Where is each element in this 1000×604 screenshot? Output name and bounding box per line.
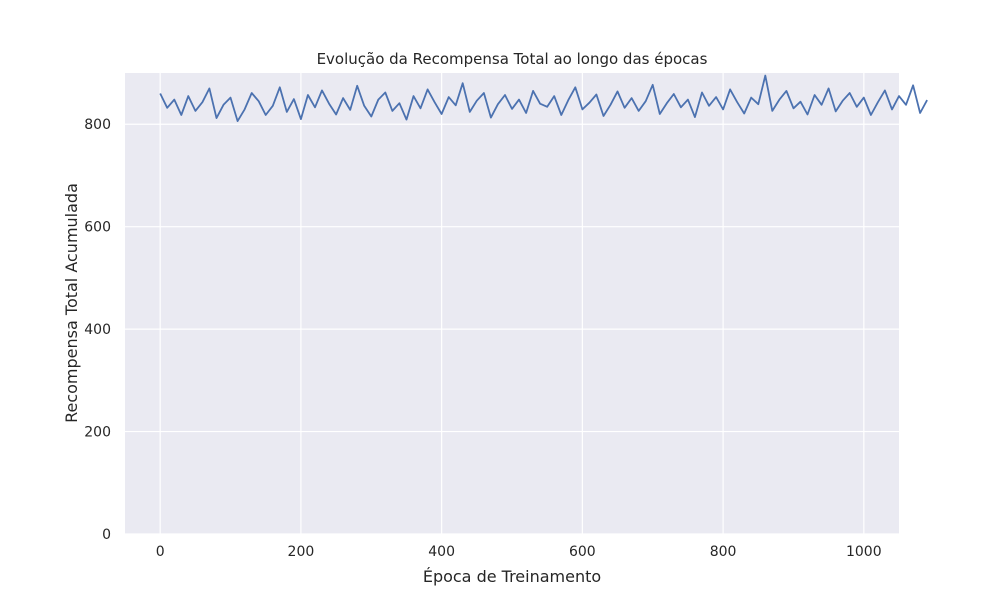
y-axis-label: Recompensa Total Acumulada [62, 183, 81, 423]
series-layer [159, 74, 928, 122]
y-axis-ticks: 0 200 400 600 800 [84, 117, 111, 543]
x-tick-label: 400 [428, 544, 455, 560]
x-axis-label: Época de Treinamento [423, 567, 601, 586]
y-tick-label: 600 [84, 220, 111, 236]
y-tick-label: 400 [84, 322, 111, 338]
x-tick-label: 1000 [846, 544, 882, 560]
x-axis-ticks: 0 200 400 600 800 1000 [156, 544, 882, 560]
x-tick-label: 800 [710, 544, 737, 560]
x-tick-label: 200 [288, 544, 315, 560]
chart-title: Evolução da Recompensa Total ao longo da… [317, 50, 708, 68]
x-tick-label: 0 [156, 544, 165, 560]
plot-area [125, 73, 899, 534]
y-tick-label: 800 [84, 117, 111, 133]
grid-lines [125, 73, 899, 535]
y-tick-label: 200 [84, 425, 111, 441]
y-tick-label: 0 [102, 527, 111, 543]
x-tick-label: 600 [569, 544, 596, 560]
series-line [159, 74, 928, 122]
